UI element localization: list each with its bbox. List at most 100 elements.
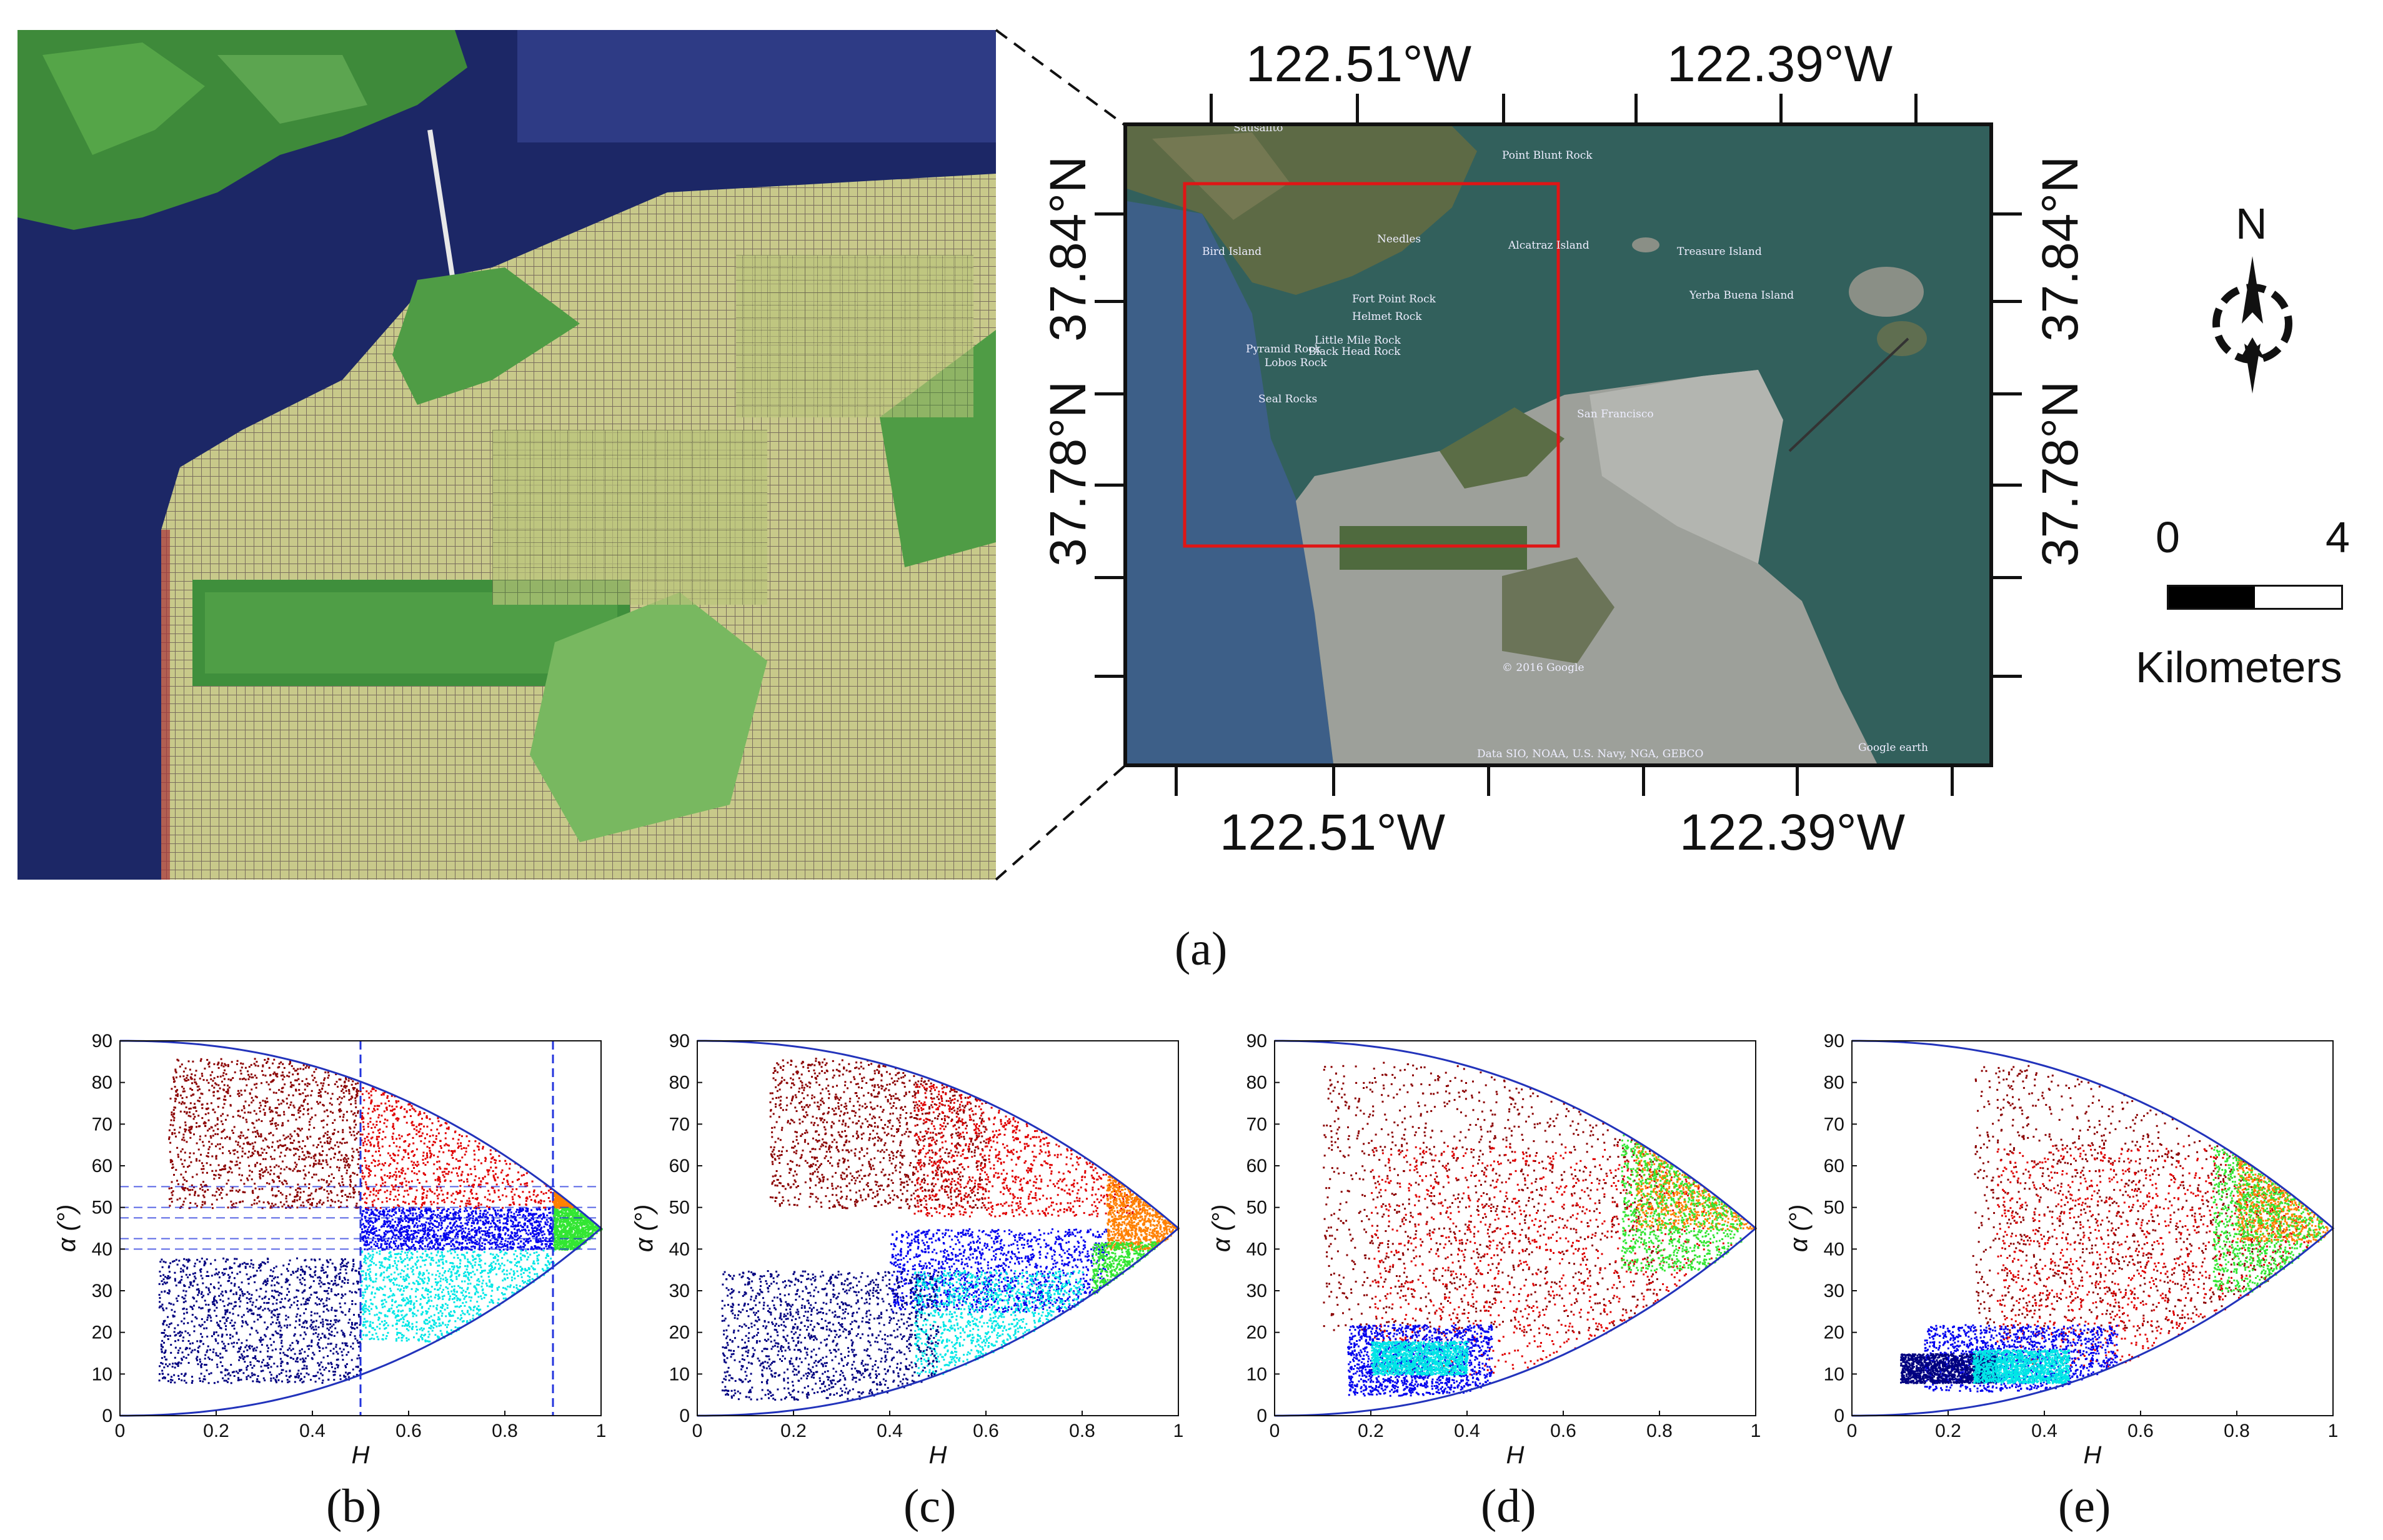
- scatter-point: [397, 1288, 399, 1291]
- scatter-point: [468, 1185, 470, 1187]
- scatter-point: [247, 1070, 249, 1073]
- scatter-point: [365, 1274, 367, 1276]
- scatter-point: [163, 1281, 166, 1284]
- scatter-point: [519, 1236, 521, 1238]
- scatter-point: [444, 1137, 447, 1140]
- scatter-point: [336, 1194, 339, 1196]
- scatter-point: [236, 1160, 238, 1163]
- scatter-point: [361, 1165, 364, 1167]
- map-tick: [1993, 675, 2022, 678]
- scatter-point: [400, 1218, 402, 1220]
- scatter-point: [327, 1378, 330, 1381]
- scatter-point: [402, 1195, 405, 1198]
- scatter-point: [297, 1078, 300, 1080]
- scatter-point: [457, 1146, 459, 1149]
- scatter-point: [492, 1261, 495, 1263]
- scatter-point: [516, 1179, 519, 1181]
- scatter-point: [348, 1089, 350, 1091]
- scatter-point: [545, 1237, 547, 1239]
- scatter-point: [261, 1120, 263, 1122]
- scatter-point: [349, 1193, 351, 1195]
- scatter-point: [404, 1265, 406, 1268]
- scatter-point: [329, 1166, 332, 1168]
- scatter-point: [422, 1328, 425, 1330]
- scatter-point: [215, 1158, 217, 1160]
- scatter-point: [415, 1203, 417, 1205]
- scatter-point: [490, 1264, 493, 1267]
- scatter-point: [444, 1303, 447, 1305]
- scatter-point: [413, 1128, 415, 1130]
- scatter-point: [510, 1268, 512, 1271]
- scatter-point: [174, 1098, 176, 1100]
- scatter-point: [442, 1233, 445, 1235]
- scatter-point: [313, 1126, 316, 1129]
- scatter-point: [428, 1256, 430, 1259]
- scatter-point: [361, 1112, 364, 1115]
- scatter-point: [381, 1272, 383, 1274]
- scatter-point: [392, 1241, 395, 1244]
- scatter-point: [514, 1225, 517, 1228]
- scatter-point: [495, 1150, 497, 1152]
- scatter-point: [379, 1250, 381, 1253]
- scatter-point: [420, 1206, 422, 1209]
- scatter-point: [530, 1246, 533, 1248]
- scatter-point: [524, 1244, 526, 1246]
- scatter-point: [394, 1188, 396, 1191]
- scatter-point: [457, 1233, 459, 1236]
- map-tick: [1175, 767, 1178, 796]
- scatter-point: [497, 1225, 499, 1228]
- scatter-point: [274, 1125, 277, 1127]
- scatter-point: [364, 1201, 366, 1204]
- scatter-point: [414, 1163, 417, 1166]
- scatter-point: [504, 1233, 506, 1236]
- scatter-point: [380, 1243, 382, 1246]
- scatter-point: [222, 1113, 224, 1115]
- scatter-point: [372, 1286, 374, 1289]
- scatter-point: [421, 1278, 423, 1281]
- scatter-point: [457, 1257, 459, 1259]
- scatter-point: [354, 1173, 356, 1175]
- scatter-point: [484, 1216, 487, 1218]
- scatter-point: [338, 1078, 341, 1081]
- scatter-point: [437, 1243, 439, 1245]
- scatter-point: [526, 1258, 529, 1261]
- scatter-point: [349, 1179, 352, 1181]
- scatter-point: [294, 1196, 296, 1198]
- scatter-point: [278, 1089, 281, 1091]
- scatter-point: [422, 1151, 425, 1154]
- scatter-point: [358, 1154, 361, 1156]
- scatter-point: [433, 1321, 435, 1323]
- scatter-point: [361, 1330, 363, 1333]
- scatter-point: [533, 1230, 535, 1232]
- scatter-point: [505, 1297, 507, 1299]
- scatter-point: [306, 1345, 309, 1348]
- scatter-point: [443, 1294, 445, 1297]
- scatter-point: [380, 1246, 382, 1249]
- scatter-point: [261, 1168, 263, 1170]
- scatter-point: [494, 1243, 497, 1246]
- scatter-point: [514, 1235, 516, 1238]
- scatter-point: [377, 1319, 380, 1321]
- scatter-point: [468, 1236, 470, 1239]
- scatter-point: [470, 1225, 473, 1227]
- scatter-point: [345, 1154, 347, 1156]
- scatter-point: [460, 1145, 462, 1147]
- scatter-point: [264, 1100, 266, 1103]
- scatter-point: [384, 1091, 386, 1094]
- scatter-point: [381, 1138, 384, 1140]
- scatter-point: [241, 1281, 243, 1284]
- scatter-point: [414, 1208, 416, 1211]
- scatter-point: [437, 1247, 440, 1249]
- scatter-point: [427, 1290, 429, 1293]
- scatter-point: [491, 1283, 494, 1286]
- scatter-point: [512, 1221, 514, 1223]
- scatter-point: [438, 1222, 440, 1225]
- scatter-point: [531, 1213, 534, 1216]
- scatter-point: [461, 1235, 464, 1238]
- scatter-point: [316, 1303, 319, 1306]
- scatter-point: [539, 1246, 541, 1249]
- scatter-point: [412, 1244, 415, 1246]
- map-label: Lobos Rock: [1265, 357, 1327, 369]
- scatter-point: [182, 1070, 185, 1073]
- scatter-point: [441, 1307, 444, 1309]
